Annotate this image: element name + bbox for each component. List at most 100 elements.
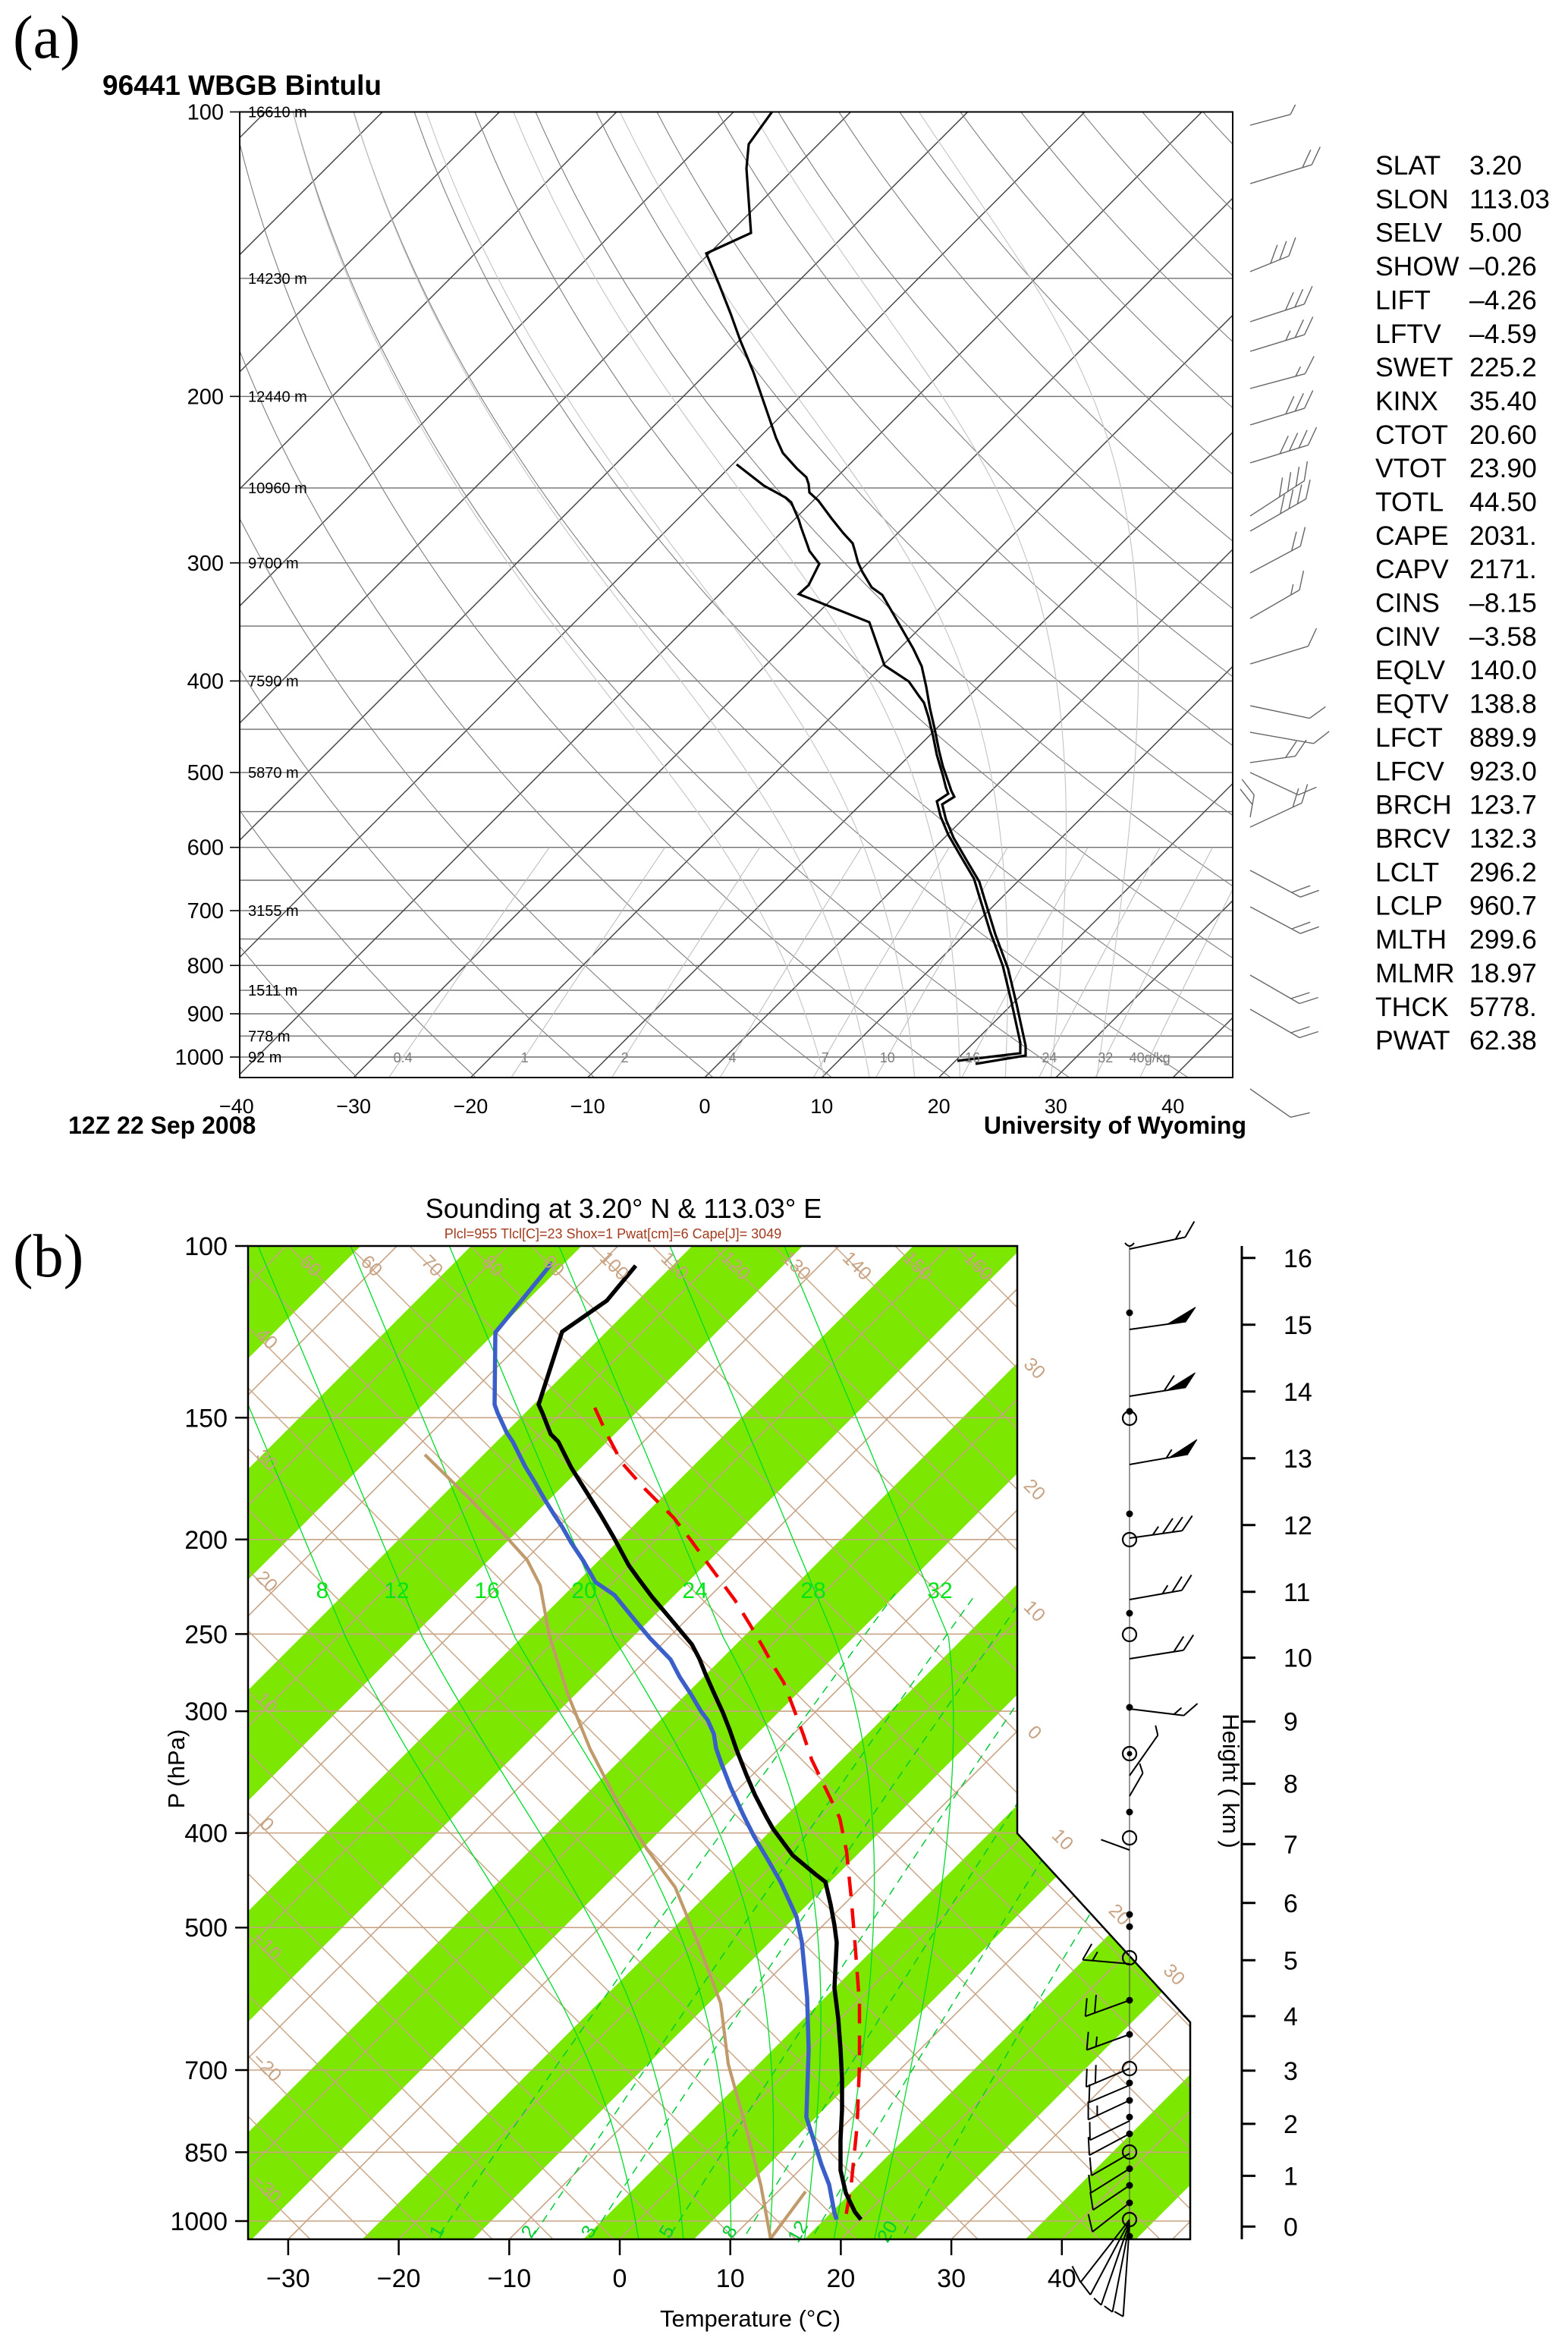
svg-text:12: 12: [384, 1578, 409, 1603]
svg-text:150: 150: [184, 1404, 228, 1433]
svg-text:14: 14: [1284, 1378, 1312, 1407]
svg-text:12Z 22 Sep 2008: 12Z 22 Sep 2008: [68, 1112, 256, 1139]
svg-text:24: 24: [1042, 1050, 1057, 1065]
svg-text:−30: −30: [336, 1095, 371, 1118]
svg-text:PWAT: PWAT: [1375, 1025, 1450, 1056]
svg-text:30: 30: [937, 2264, 966, 2293]
svg-text:CINV: CINV: [1375, 621, 1440, 652]
svg-text:(b): (b): [13, 1223, 83, 1290]
svg-text:96441 WBGB Bintulu: 96441 WBGB Bintulu: [102, 70, 382, 101]
svg-text:THCK: THCK: [1375, 992, 1449, 1022]
svg-text:400: 400: [184, 1820, 228, 1848]
svg-text:BRCV: BRCV: [1375, 823, 1450, 854]
svg-text:4: 4: [728, 1050, 736, 1065]
svg-text:11: 11: [1284, 1578, 1310, 1607]
svg-text:16: 16: [965, 1050, 980, 1065]
svg-text:–4.26: –4.26: [1469, 285, 1537, 315]
svg-text:Plcl=955 Tlcl[C]=23 Shox=1 Pwa: Plcl=955 Tlcl[C]=23 Shox=1 Pwat[cm]=6 Ca…: [445, 1226, 781, 1241]
svg-text:VTOT: VTOT: [1375, 453, 1447, 483]
svg-text:2: 2: [621, 1050, 629, 1065]
svg-text:2031.: 2031.: [1469, 521, 1537, 551]
svg-text:800: 800: [187, 954, 224, 978]
svg-text:–8.15: –8.15: [1469, 588, 1537, 618]
svg-text:SWET: SWET: [1375, 352, 1453, 382]
svg-text:LFCT: LFCT: [1375, 722, 1443, 753]
svg-text:(a): (a): [13, 5, 80, 71]
svg-text:900: 900: [187, 1002, 224, 1027]
svg-text:700: 700: [184, 2056, 228, 2085]
svg-text:2: 2: [1284, 2110, 1298, 2139]
svg-text:Height ( km ): Height ( km ): [1218, 1713, 1244, 1848]
svg-text:500: 500: [187, 761, 224, 785]
svg-text:28: 28: [800, 1578, 825, 1603]
svg-text:LCLT: LCLT: [1375, 857, 1439, 887]
svg-text:10960 m: 10960 m: [248, 480, 307, 497]
svg-text:7: 7: [1284, 1830, 1298, 1859]
svg-text:850: 850: [184, 2138, 228, 2167]
svg-text:SLAT: SLAT: [1375, 150, 1441, 181]
svg-text:CAPE: CAPE: [1375, 521, 1449, 551]
svg-text:Sounding at 3.20° N & 113.03°: Sounding at 3.20° N & 113.03° E: [426, 1193, 822, 1224]
svg-text:SELV: SELV: [1375, 218, 1442, 248]
svg-text:4: 4: [1284, 2003, 1298, 2031]
svg-text:200: 200: [187, 385, 224, 409]
svg-text:62.38: 62.38: [1469, 1025, 1537, 1056]
svg-text:7: 7: [822, 1050, 829, 1065]
svg-text:100: 100: [187, 101, 224, 125]
svg-text:14230 m: 14230 m: [248, 271, 307, 288]
svg-text:−10: −10: [487, 2264, 531, 2293]
svg-text:24: 24: [682, 1578, 707, 1603]
svg-text:5.00: 5.00: [1469, 218, 1522, 248]
svg-text:44.50: 44.50: [1469, 487, 1537, 518]
svg-text:10: 10: [880, 1050, 895, 1065]
svg-text:BRCH: BRCH: [1375, 790, 1452, 820]
svg-text:1: 1: [521, 1050, 529, 1065]
svg-text:113.03: 113.03: [1469, 184, 1550, 214]
svg-text:MLMR: MLMR: [1375, 958, 1455, 988]
svg-text:−20: −20: [377, 2264, 421, 2293]
svg-text:CAPV: CAPV: [1375, 554, 1449, 584]
svg-text:92 m: 92 m: [248, 1049, 281, 1066]
svg-text:EQLV: EQLV: [1375, 655, 1445, 685]
svg-text:296.2: 296.2: [1469, 857, 1537, 887]
svg-text:16: 16: [474, 1578, 499, 1603]
svg-text:200: 200: [184, 1526, 228, 1555]
svg-text:3155 m: 3155 m: [248, 903, 299, 920]
svg-text:23.90: 23.90: [1469, 453, 1537, 483]
svg-text:300: 300: [184, 1697, 228, 1726]
svg-text:−20: −20: [453, 1095, 488, 1118]
svg-text:10: 10: [810, 1095, 833, 1118]
svg-text:32: 32: [927, 1578, 952, 1603]
svg-text:700: 700: [187, 899, 224, 923]
svg-text:0.4: 0.4: [394, 1050, 413, 1065]
svg-text:13: 13: [1284, 1445, 1312, 1474]
svg-text:Temperature (°C): Temperature (°C): [660, 2305, 841, 2332]
svg-text:CINS: CINS: [1375, 588, 1440, 618]
svg-text:299.6: 299.6: [1469, 924, 1537, 955]
svg-text:8: 8: [1284, 1770, 1298, 1799]
svg-text:16610 m: 16610 m: [248, 105, 307, 121]
svg-text:LIFT: LIFT: [1375, 285, 1431, 315]
svg-text:5778.: 5778.: [1469, 992, 1537, 1022]
svg-text:1000: 1000: [170, 2207, 228, 2236]
svg-text:5870 m: 5870 m: [248, 765, 299, 782]
svg-text:132.3: 132.3: [1469, 823, 1537, 854]
svg-text:LFCV: LFCV: [1375, 756, 1444, 786]
svg-text:500: 500: [184, 1914, 228, 1943]
svg-text:138.8: 138.8: [1469, 689, 1537, 719]
svg-text:20.60: 20.60: [1469, 420, 1537, 450]
svg-text:9700 m: 9700 m: [248, 555, 299, 572]
svg-text:8: 8: [316, 1578, 329, 1603]
svg-text:KINX: KINX: [1375, 386, 1438, 417]
svg-text:0: 0: [699, 1095, 710, 1118]
svg-text:EQTV: EQTV: [1375, 689, 1449, 719]
svg-text:LFTV: LFTV: [1375, 319, 1441, 349]
svg-text:P (hPa): P (hPa): [163, 1729, 190, 1809]
svg-text:600: 600: [187, 836, 224, 861]
svg-text:10: 10: [716, 2264, 745, 2293]
svg-text:20: 20: [826, 2264, 855, 2293]
svg-text:5: 5: [1284, 1946, 1298, 1975]
svg-text:35.40: 35.40: [1469, 386, 1537, 417]
svg-text:6: 6: [1284, 1889, 1298, 1918]
svg-text:2171.: 2171.: [1469, 554, 1537, 584]
